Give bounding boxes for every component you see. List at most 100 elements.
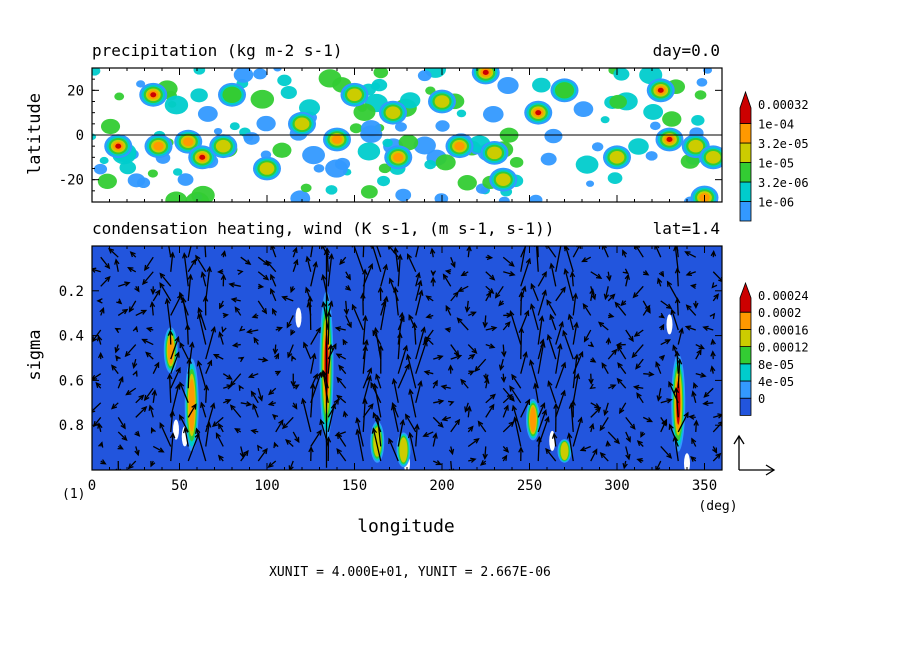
wind-vector-head bbox=[633, 331, 640, 337]
wind-vector bbox=[159, 423, 172, 447]
wind-vector bbox=[537, 417, 549, 447]
precip-speckle bbox=[190, 88, 208, 103]
wind-vector-head bbox=[388, 277, 394, 284]
wind-vector bbox=[415, 424, 418, 447]
wind-vector-head bbox=[559, 238, 563, 243]
wind-vector-head bbox=[290, 381, 297, 388]
wind-vector-head bbox=[199, 401, 206, 408]
wind-vector bbox=[565, 246, 574, 272]
wind-vector bbox=[257, 300, 267, 314]
precip-colorbar-label: 1e-04 bbox=[758, 118, 794, 132]
wind-vector-head bbox=[121, 435, 128, 442]
wind-vector-head bbox=[92, 267, 97, 273]
wind-vector bbox=[625, 446, 630, 460]
wind-vector bbox=[117, 309, 128, 316]
heating-colorbar-label: 8e-05 bbox=[758, 358, 794, 372]
wind-vector-head bbox=[312, 373, 318, 380]
wind-vector-head bbox=[678, 327, 684, 334]
wind-vector-head bbox=[145, 351, 152, 358]
precip-speckle bbox=[395, 122, 407, 132]
wind-vector bbox=[460, 379, 469, 389]
wind-vector-head bbox=[132, 325, 139, 333]
wind-vector-head bbox=[688, 414, 695, 420]
wind-vector-head bbox=[334, 326, 342, 332]
wind-vector-head bbox=[460, 270, 467, 277]
wind-vector-head bbox=[346, 321, 352, 329]
wind-vector bbox=[572, 293, 577, 316]
precip-cell bbox=[705, 151, 721, 164]
wind-vector bbox=[375, 374, 382, 389]
precip-speckle bbox=[662, 111, 682, 127]
wind-vector-head bbox=[684, 251, 691, 257]
wind-vector bbox=[257, 271, 269, 281]
wind-vector-head bbox=[167, 329, 174, 336]
wind-vector bbox=[520, 292, 523, 316]
wind-vector-head bbox=[169, 251, 176, 258]
wind-vector bbox=[240, 256, 251, 265]
wind-vector-head bbox=[670, 308, 676, 315]
wind-vector-head bbox=[655, 465, 661, 470]
wind-vector-head bbox=[545, 447, 551, 455]
wind-vector bbox=[568, 433, 574, 462]
wind-vector-head bbox=[228, 282, 235, 288]
wind-vector-head bbox=[252, 403, 258, 410]
wind-vector-head bbox=[711, 282, 718, 289]
wind-vector bbox=[564, 269, 574, 302]
wind-vector-head bbox=[456, 317, 463, 324]
wind-vector-head bbox=[195, 427, 201, 435]
wind-vector-head bbox=[455, 354, 463, 360]
heating-xtick-label: 300 bbox=[604, 478, 629, 494]
wind-vector-head bbox=[117, 444, 124, 450]
wind-vector-head bbox=[524, 309, 530, 317]
wind-vector-head bbox=[646, 417, 654, 423]
wind-vector-head bbox=[541, 289, 547, 296]
wind-vector bbox=[660, 419, 667, 433]
wind-vector-head bbox=[635, 363, 641, 370]
precip-colorbar: 0.00032 1e-04 3.2e-05 1e-05 3.2e-06 1e-06 bbox=[739, 90, 809, 222]
wind-vector-head bbox=[247, 373, 255, 379]
wind-vector-head bbox=[345, 274, 351, 281]
wind-vector bbox=[495, 285, 504, 298]
wind-vector-head bbox=[549, 313, 555, 321]
wind-vector-head bbox=[715, 452, 722, 459]
wind-vector-head bbox=[628, 335, 634, 343]
precip-speckle bbox=[435, 154, 456, 171]
wind-vector-head bbox=[717, 413, 722, 419]
wind-vector-head bbox=[442, 273, 449, 280]
wind-vector bbox=[499, 358, 504, 370]
wind-vector bbox=[537, 271, 547, 287]
wind-vector-head bbox=[525, 398, 531, 405]
wind-vector-head bbox=[683, 411, 689, 419]
precip-speckle bbox=[302, 145, 325, 165]
wind-vector-head bbox=[444, 268, 452, 275]
wind-vector-head bbox=[589, 288, 595, 295]
wind-vector bbox=[582, 303, 592, 316]
precip-speckle bbox=[325, 159, 348, 178]
wind-vector-head bbox=[702, 325, 709, 331]
wind-vector-head bbox=[114, 327, 121, 334]
heating-ytick-label: 0.8 bbox=[59, 418, 84, 434]
wind-vector-head bbox=[597, 321, 605, 328]
wind-vector bbox=[117, 377, 124, 389]
wind-vector-head bbox=[167, 373, 173, 380]
wind-vector-head bbox=[712, 447, 718, 454]
precip-speckle bbox=[273, 68, 282, 72]
wind-vector bbox=[376, 416, 382, 447]
wind-vector bbox=[546, 246, 557, 258]
wind-vector-head bbox=[98, 441, 104, 448]
wind-vector-head bbox=[179, 414, 185, 421]
wind-vector bbox=[135, 406, 147, 418]
wind-vector-head bbox=[397, 253, 403, 261]
precip-speckle bbox=[272, 142, 292, 158]
wind-vector-head bbox=[674, 350, 680, 357]
wind-vector bbox=[443, 274, 452, 287]
precip-speckle bbox=[703, 68, 713, 74]
heating-colorbar-label: 0.00024 bbox=[758, 289, 809, 303]
wind-vector-head bbox=[676, 358, 683, 365]
wind-vector bbox=[356, 429, 364, 462]
wind-vector-head bbox=[246, 328, 253, 334]
wind-vector bbox=[166, 299, 172, 331]
wind-vector-head bbox=[632, 384, 640, 391]
wind-vector bbox=[458, 285, 469, 292]
wind-vector bbox=[625, 274, 629, 287]
